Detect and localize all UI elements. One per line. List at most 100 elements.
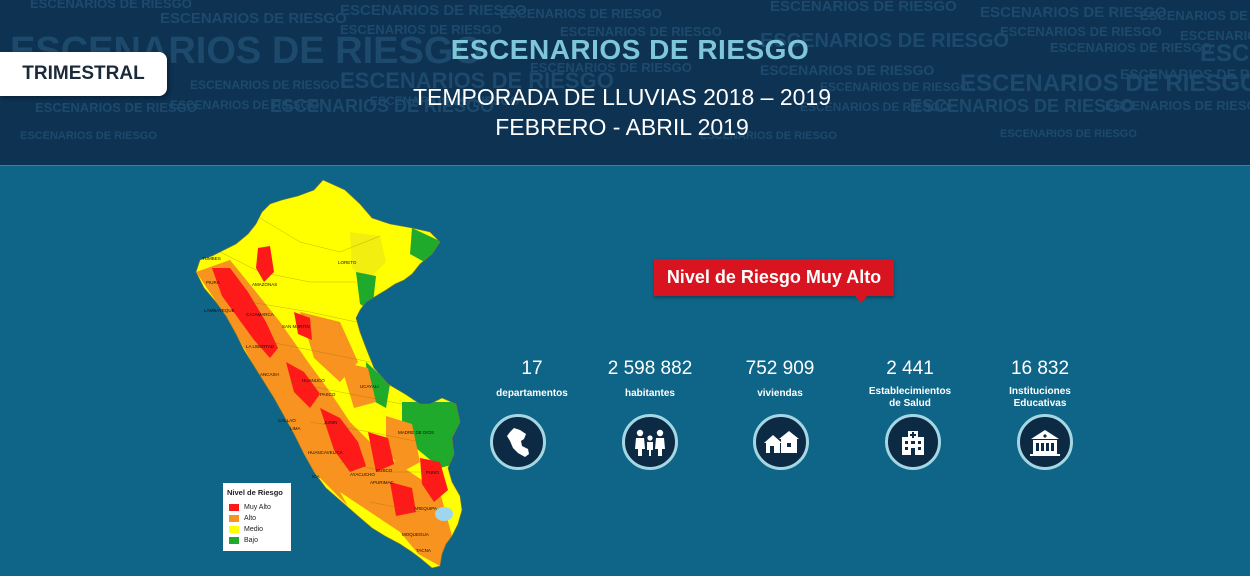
map-legend: Nivel de Riesgo Muy Alto Alto Medio Bajo [223, 483, 291, 551]
stat-label: Instituciones Educativas [970, 386, 1110, 410]
muy-alto-region [294, 312, 312, 340]
muy-alto-region [256, 246, 274, 282]
stat-instituciones: 16 832 Instituciones Educativas [970, 357, 1110, 410]
watermark-text: ESCENARIOS DE RIESGO [500, 6, 662, 21]
season-line: TEMPORADA DE LLUVIAS 2018 – 2019 [412, 84, 832, 110]
watermark-text: ESCENARIOS DE RIESGO [980, 4, 1167, 21]
department-label: ICA [312, 474, 320, 479]
bajo-region [410, 228, 442, 264]
department-label: PASCO [320, 392, 336, 397]
department-label: HUANCAVELICA [308, 450, 343, 455]
watermark-text: ESCENARIOS DE RIESGO [1120, 66, 1250, 82]
bajo-region [402, 402, 462, 468]
muy-alto-region [420, 458, 448, 502]
legend-item: Alto [229, 514, 256, 522]
watermark-text: ESCENARIOS DE RIESGO [960, 70, 1250, 97]
stat-value: 17 [521, 358, 543, 379]
department-label: TACNA [416, 548, 431, 553]
department-label: LAMBAYEQUE [204, 308, 235, 313]
department-label: AMAZONAS [252, 282, 277, 287]
watermark-text: ESCENARIOS DE RIESGO [340, 2, 527, 19]
stat-label-line: Educativas [1013, 398, 1067, 409]
legend-swatch [229, 536, 239, 544]
muy-alto-region [320, 408, 366, 472]
stat-label-line: de Salud [889, 398, 931, 409]
watermark-text: ESCENARIOS DE RIESGO [340, 22, 502, 37]
period-line: FEBRERO - ABRIL 2019 [495, 114, 749, 140]
watermark-text: ESCENARIOS DE RIESGO [270, 96, 495, 116]
watermark-text: ESCENARIOS DE RIESGO [35, 100, 197, 115]
watermark-text: ESCENARIOS DE RIESGO [20, 130, 157, 142]
stat-departamentos: 17 departamentos [462, 357, 602, 400]
stat-label: habitantes [624, 388, 675, 399]
watermark-text: ESCENARIOS DE RIESGO [560, 24, 722, 39]
department-label: CAJAMARCA [246, 312, 274, 317]
watermark-text: ESCENARIOS DE RIESGO [160, 10, 347, 27]
stat-label: Establecimientos de Salud [840, 386, 980, 410]
watermark-text: ESCENARIOS DE RIESGO [760, 62, 935, 78]
legend-label: Bajo [244, 536, 259, 544]
period-badge-label: TRIMESTRAL [22, 63, 145, 84]
watermark-text: ESCENARIOS DE RIESGO [1105, 98, 1250, 113]
risk-level-banner: Nivel de Riesgo Muy Alto [654, 259, 894, 296]
watermark-text: ESCENARIOS DE RIESGO [1180, 28, 1250, 43]
watermark-text: ESCENARIOS DE RIESGO [820, 80, 970, 94]
watermark-text: ESCENARIOS DE RIESGO [1200, 40, 1250, 67]
stat-value: 2 598 882 [607, 358, 693, 379]
alto-region [340, 362, 376, 408]
watermark-text: ESCENARIOS DE RIESGO [1000, 24, 1162, 39]
watermark-text: ESCENARIOS DE RIESGO [530, 60, 692, 75]
department-label: UCAYALI [360, 384, 379, 389]
stat-habitantes: 2 598 882 habitantes [580, 357, 720, 400]
legend-swatch [229, 514, 239, 522]
legend-item: Bajo [229, 536, 258, 544]
watermark-text: ESCENARIOS DE RIESGO [770, 0, 957, 15]
watermark-text: ESCENARIOS DE RIESGO [800, 100, 950, 114]
legend-swatch [229, 503, 239, 511]
peru-map-icon [490, 414, 546, 470]
watermark-text: ESCENARIOS DE RIESGO [910, 96, 1135, 116]
legend-swatch [229, 525, 239, 533]
houses-icon [753, 414, 809, 470]
stat-establecimientos: 2 441 Establecimientos de Salud [840, 357, 980, 410]
stat-label-line: Instituciones [1009, 386, 1071, 397]
page-subtitle: TEMPORADA DE LLUVIAS 2018 – 2019 FEBRERO… [372, 82, 872, 142]
lake-titicaca [435, 507, 453, 521]
stat-label-line: Establecimientos [868, 386, 952, 397]
watermark-text: ESCENARIOS DE RIESGO [340, 68, 614, 93]
watermark-text: ESCENARIOS DE RIESGO [1050, 40, 1212, 55]
department-label: PIURA [206, 280, 220, 285]
muy-alto-region [212, 268, 278, 358]
stat-value: 2 441 [886, 358, 934, 379]
stat-label: departamentos [496, 388, 568, 399]
banner-pointer [855, 296, 867, 303]
watermark-text: ESCENARIOS DE RIESGO [700, 130, 837, 142]
muy-alto-region [368, 432, 394, 472]
watermark-text: ESCENARIOS DE RIESGO [190, 78, 340, 92]
department-label: HUANUCO [302, 378, 325, 383]
department-label: LORETO [338, 260, 357, 265]
alto-region [386, 416, 420, 472]
legend-label: Muy Alto [244, 503, 271, 511]
stat-viviendas: 752 909 viviendas [710, 357, 850, 400]
legend-item: Muy Alto [229, 503, 271, 511]
department-label: TUMBES [202, 256, 221, 261]
department-label: AYACUCHO [350, 472, 375, 477]
department-label: LIMA [290, 426, 301, 431]
stat-label: viviendas [757, 388, 803, 399]
department-label: SAN MARTIN [282, 324, 310, 329]
legend-title: Nivel de Riesgo [227, 488, 283, 497]
school-icon [1017, 414, 1073, 470]
legend-label: Alto [244, 514, 257, 522]
hospital-icon [885, 414, 941, 470]
department-label: PUNO [426, 470, 440, 475]
department-label: MOQUEGUA [402, 532, 429, 537]
department-label: APURIMAC [370, 480, 395, 485]
watermark-text: ESCENARIOS DE RIESGO [1000, 128, 1137, 140]
department-label: ANCASH [260, 372, 279, 377]
watermark-text: ESCENARIOS DE RIESGO [370, 94, 520, 108]
watermark-text: ESCENARIOS DE RIESGO [30, 0, 192, 11]
stat-value: 752 909 [745, 358, 815, 379]
department-label: AREQUIPA [414, 506, 437, 511]
legend-label: Medio [244, 525, 264, 533]
